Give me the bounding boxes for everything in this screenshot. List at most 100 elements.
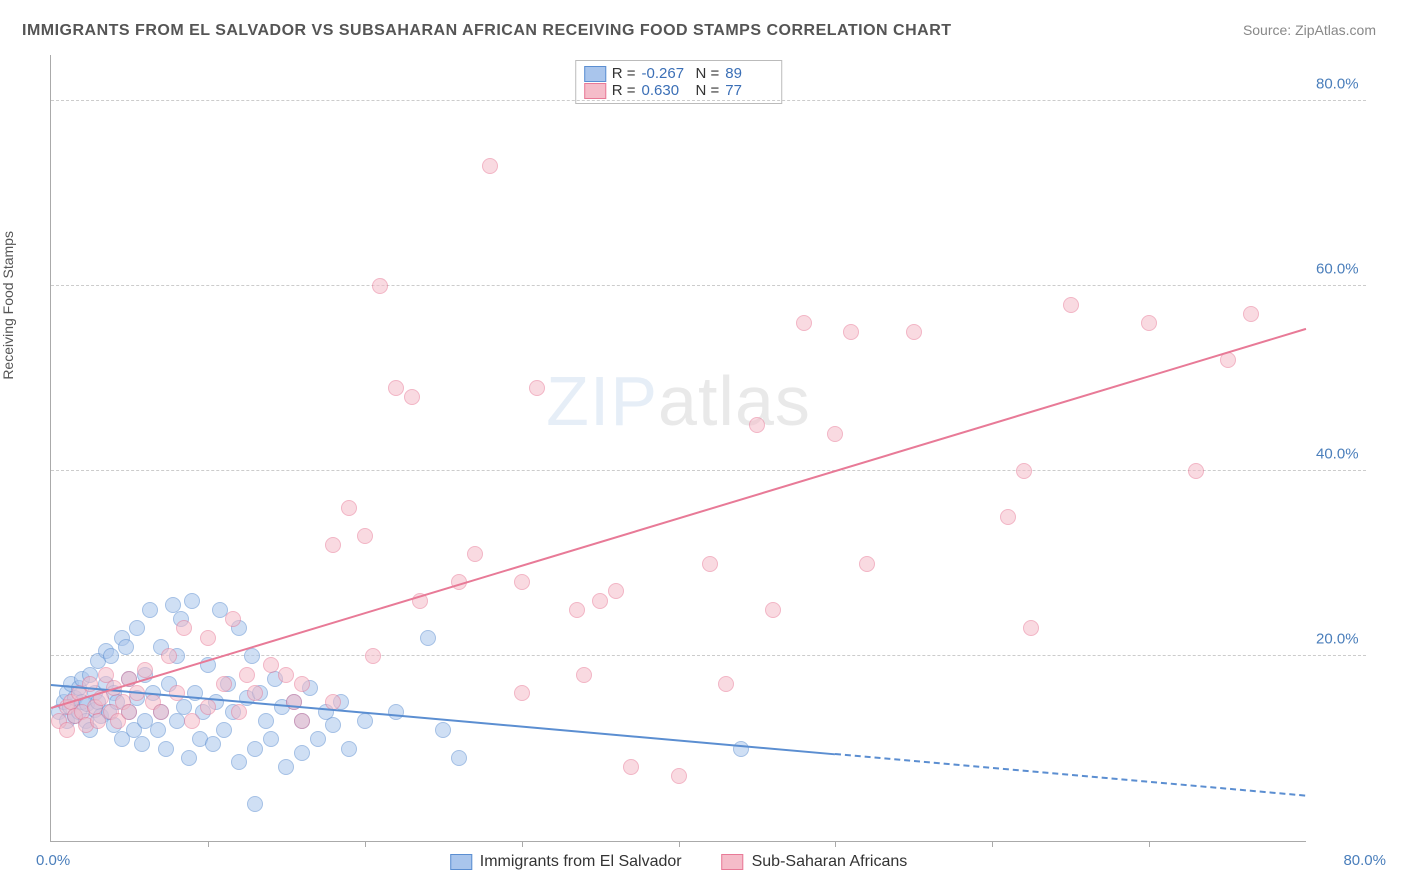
y-axis-label: Receiving Food Stamps: [0, 231, 16, 380]
data-point-pink: [225, 611, 241, 627]
data-point-pink: [294, 713, 310, 729]
data-point-pink: [231, 704, 247, 720]
data-point-pink: [1243, 306, 1259, 322]
data-point-blue: [169, 713, 185, 729]
data-point-pink: [906, 324, 922, 340]
data-point-pink: [153, 704, 169, 720]
data-point-pink: [592, 593, 608, 609]
data-point-blue: [142, 602, 158, 618]
gridline: [51, 100, 1366, 101]
x-axis-tick-mark: [679, 841, 680, 847]
data-point-blue: [184, 593, 200, 609]
data-point-blue: [325, 717, 341, 733]
data-point-blue: [118, 639, 134, 655]
data-point-pink: [467, 546, 483, 562]
data-point-pink: [216, 676, 232, 692]
r-label: R =: [612, 65, 636, 82]
data-point-blue: [216, 722, 232, 738]
data-point-pink: [176, 620, 192, 636]
x-axis-tick-mark: [992, 841, 993, 847]
data-point-blue: [263, 731, 279, 747]
data-point-pink: [59, 722, 75, 738]
swatch-pink-icon: [722, 854, 744, 870]
data-point-pink: [200, 699, 216, 715]
data-point-blue: [435, 722, 451, 738]
gridline: [51, 470, 1366, 471]
data-point-blue: [310, 731, 326, 747]
swatch-pink-icon: [584, 83, 606, 99]
data-point-blue: [341, 741, 357, 757]
data-point-pink: [365, 648, 381, 664]
data-point-pink: [608, 583, 624, 599]
data-point-pink: [294, 676, 310, 692]
n-value: 89: [725, 65, 773, 82]
series-legend: Immigrants from El SalvadorSub-Saharan A…: [450, 853, 908, 871]
data-point-pink: [749, 417, 765, 433]
data-point-pink: [482, 158, 498, 174]
data-point-pink: [263, 657, 279, 673]
x-axis-tick-mark: [835, 841, 836, 847]
data-point-blue: [733, 741, 749, 757]
data-point-pink: [247, 685, 263, 701]
legend-item-pink: Sub-Saharan Africans: [722, 853, 908, 871]
r-value: 0.630: [642, 82, 690, 99]
data-point-pink: [514, 685, 530, 701]
data-point-blue: [129, 620, 145, 636]
data-point-pink: [671, 768, 687, 784]
data-point-blue: [451, 750, 467, 766]
x-axis-tick-mark: [522, 841, 523, 847]
gridline: [51, 285, 1366, 286]
n-label: N =: [696, 65, 720, 82]
data-point-blue: [247, 796, 263, 812]
data-point-pink: [576, 667, 592, 683]
data-point-blue: [420, 630, 436, 646]
x-axis-tick-mark: [365, 841, 366, 847]
data-point-pink: [1063, 297, 1079, 313]
source-attribution: Source: ZipAtlas.com: [1243, 22, 1376, 38]
n-label: N =: [696, 82, 720, 99]
data-point-pink: [278, 667, 294, 683]
watermark: ZIPatlas: [546, 361, 811, 441]
data-point-pink: [404, 389, 420, 405]
x-axis-min-label: 0.0%: [36, 852, 70, 869]
data-point-blue: [258, 713, 274, 729]
chart-title: IMMIGRANTS FROM EL SALVADOR VS SUBSAHARA…: [22, 22, 952, 40]
data-point-pink: [827, 426, 843, 442]
y-axis-tick-label: 60.0%: [1316, 261, 1376, 278]
data-point-pink: [325, 537, 341, 553]
r-label: R =: [612, 82, 636, 99]
data-point-blue: [181, 750, 197, 766]
y-axis-tick-label: 20.0%: [1316, 631, 1376, 648]
watermark-zip: ZIP: [546, 362, 658, 440]
data-point-pink: [1188, 463, 1204, 479]
n-value: 77: [725, 82, 773, 99]
data-point-pink: [184, 713, 200, 729]
data-point-pink: [1016, 463, 1032, 479]
data-point-blue: [278, 759, 294, 775]
data-point-blue: [134, 736, 150, 752]
watermark-atlas: atlas: [658, 362, 811, 440]
data-point-pink: [169, 685, 185, 701]
data-point-pink: [1141, 315, 1157, 331]
data-point-pink: [1023, 620, 1039, 636]
data-point-blue: [357, 713, 373, 729]
data-point-blue: [150, 722, 166, 738]
data-point-pink: [843, 324, 859, 340]
data-point-pink: [121, 704, 137, 720]
data-point-pink: [529, 380, 545, 396]
correlation-stats-box: R = -0.267 N = 89 R = 0.630 N = 77: [575, 60, 783, 104]
data-point-pink: [623, 759, 639, 775]
source-name: ZipAtlas.com: [1295, 22, 1376, 38]
r-value: -0.267: [642, 65, 690, 82]
data-point-blue: [205, 736, 221, 752]
y-axis-tick-label: 80.0%: [1316, 76, 1376, 93]
data-point-pink: [239, 667, 255, 683]
legend-label: Sub-Saharan Africans: [752, 853, 908, 871]
stats-row-blue: R = -0.267 N = 89: [584, 65, 774, 82]
data-point-blue: [294, 745, 310, 761]
data-point-pink: [200, 630, 216, 646]
stats-row-pink: R = 0.630 N = 77: [584, 82, 774, 99]
y-axis-tick-label: 40.0%: [1316, 446, 1376, 463]
data-point-pink: [388, 380, 404, 396]
x-axis-tick-mark: [1149, 841, 1150, 847]
